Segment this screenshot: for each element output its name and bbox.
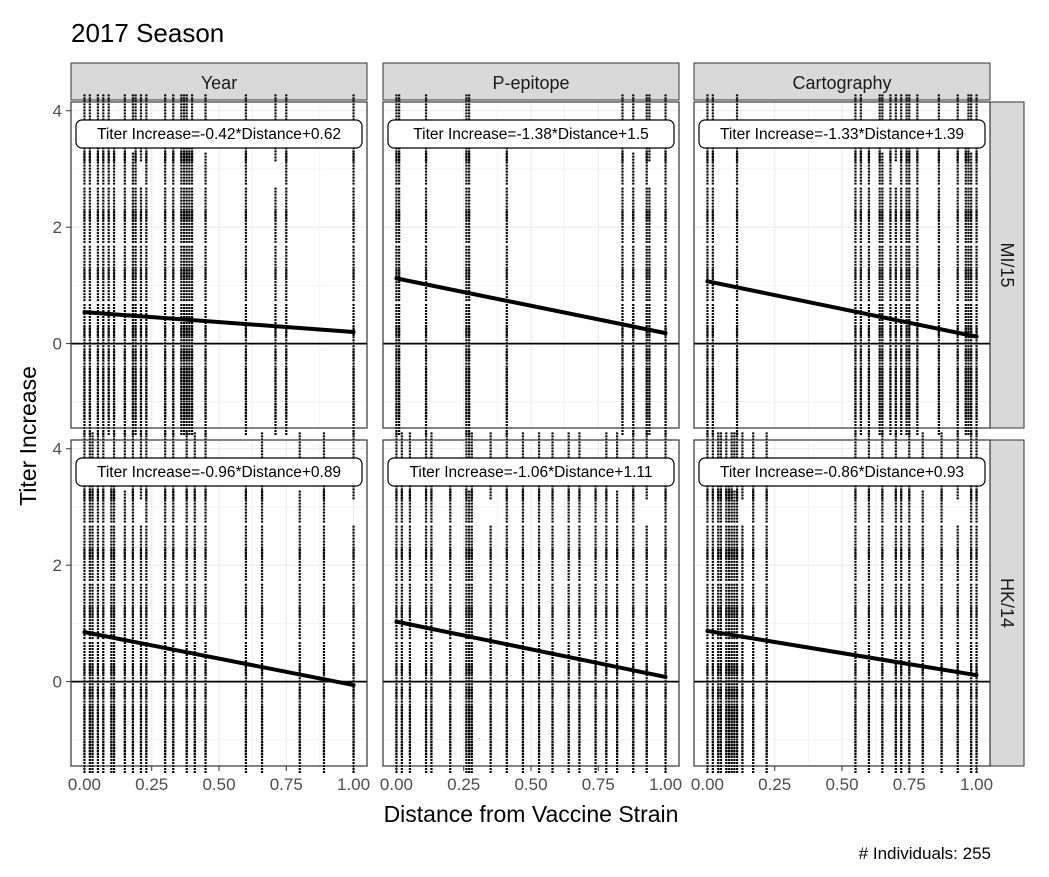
panel-MI-15-year: Titer Increase=-0.42*Distance+0.62 0 2 4	[53, 94, 368, 436]
x-tick-label: 0.50	[514, 775, 547, 794]
panel-border	[382, 101, 680, 429]
x-tick-label: 1.00	[960, 775, 993, 794]
x-axis-label: Distance from Vaccine Strain	[384, 801, 679, 827]
panel-MI-15-p-epitope: Titer Increase=-1.38*Distance+1.5	[382, 94, 680, 436]
panel-HK-14-cartography: Titer Increase=-0.86*Distance+0.93 0.00 0.…	[691, 432, 993, 794]
fit-line	[82, 630, 356, 688]
equation-label: Titer Increase=-0.96*Distance+0.89	[97, 464, 341, 481]
panel-border	[70, 101, 368, 429]
x-tick-label: 0.25	[447, 775, 480, 794]
y-tick-label: 4	[53, 102, 62, 121]
equation-box	[387, 119, 675, 149]
facet-row-strip-1	[989, 101, 1025, 429]
panel-border	[693, 101, 991, 429]
x-tick-label: 0.00	[380, 775, 413, 794]
facet-strip-3	[693, 62, 991, 101]
equation-label: Titer Increase=-0.86*Distance+0.93	[720, 464, 964, 481]
panel-HK-14-year: Titer Increase=-0.96*Distance+0.89 0 2 4 0.0…	[53, 432, 370, 794]
equation-label: Titer Increase=-1.33*Distance+1.39	[720, 126, 964, 143]
equation-box	[75, 119, 363, 149]
y-tick-label: 0	[53, 673, 62, 692]
y-tick-label: 0	[53, 335, 62, 354]
x-tick-label: 0.00	[68, 775, 101, 794]
facet-row-label: MI/15	[997, 242, 1017, 287]
x-tick-label: 0.50	[825, 775, 858, 794]
equation-label: Titer Increase=-1.38*Distance+1.5	[413, 126, 649, 143]
x-tick-label: 0.50	[202, 775, 235, 794]
chart-title: 2017 Season	[71, 18, 224, 48]
facet-strip-2	[382, 62, 680, 101]
facet-row-label: HK/14	[997, 578, 1017, 628]
equation-box	[387, 457, 675, 487]
facet-panels: Year P-epitope CartographyMI/15HK/14Titer …	[53, 62, 1025, 794]
y-tick-label: 2	[53, 218, 62, 237]
x-tick-label: 0.00	[691, 775, 724, 794]
x-tick-label: 1.00	[649, 775, 682, 794]
equation-box	[698, 457, 986, 487]
y-tick-label: 2	[53, 556, 62, 575]
fit-line	[82, 310, 356, 334]
x-tick-label: 0.75	[270, 775, 303, 794]
equation-label: Titer Increase=-1.06*Distance+1.11	[410, 464, 653, 481]
x-tick-label: 0.25	[135, 775, 168, 794]
equation-box	[698, 119, 986, 149]
caption: # Individuals: 255	[859, 844, 991, 863]
x-tick-label: 0.25	[758, 775, 791, 794]
y-axis-label: Titer Increase	[15, 366, 41, 506]
fit-line	[705, 279, 979, 339]
facet-label: Cartography	[792, 73, 891, 93]
panel-MI-15-cartography: Titer Increase=-1.33*Distance+1.39	[693, 94, 991, 436]
x-tick-label: 0.75	[582, 775, 615, 794]
equation-box	[75, 457, 363, 487]
facet-label: P-epitope	[492, 73, 569, 93]
panel-HK-14-p-epitope: Titer Increase=-1.06*Distance+1.11 0.00 0.…	[380, 432, 682, 794]
fit-line	[394, 619, 668, 679]
facet-row-strip-2	[989, 439, 1025, 767]
equation-label: Titer Increase=-0.42*Distance+0.62	[97, 126, 341, 143]
fit-line	[705, 628, 979, 678]
facet-label: Year	[201, 73, 237, 93]
x-tick-label: 1.00	[337, 775, 370, 794]
fit-line	[394, 276, 668, 336]
y-tick-label: 4	[53, 440, 62, 459]
facet-strip-1	[70, 62, 368, 101]
x-tick-label: 0.75	[893, 775, 926, 794]
